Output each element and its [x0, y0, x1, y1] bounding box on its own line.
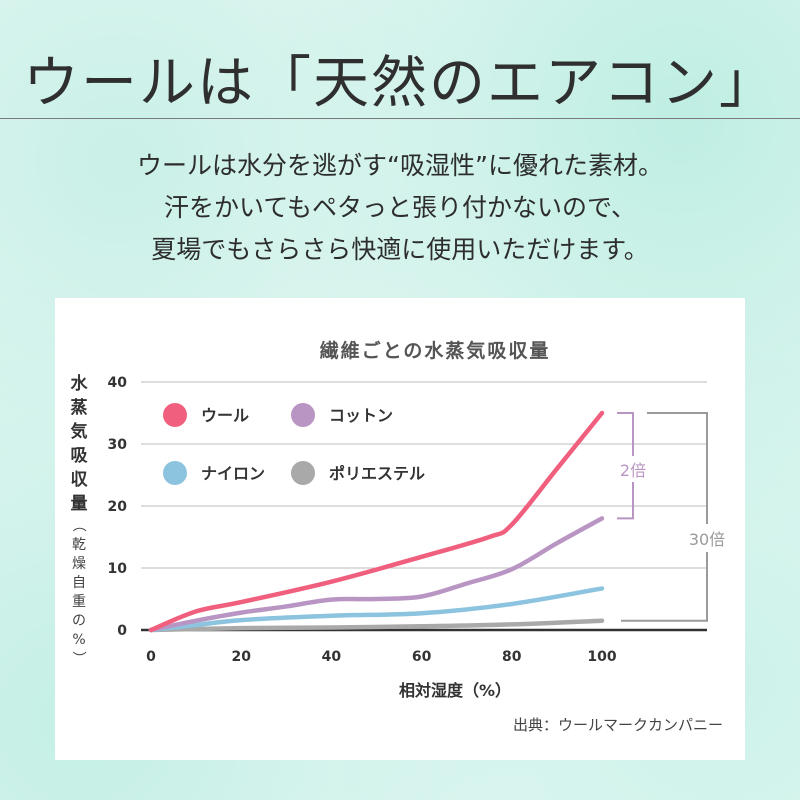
x-axis-label: 相対湿度（%）: [399, 681, 511, 700]
y-axis-label-char: 吸: [71, 446, 89, 466]
y-tick-label: 0: [117, 623, 127, 639]
intro-line-2: 汗をかいてもペタっと張り付かないので、: [163, 193, 636, 222]
series-line-1: [148, 516, 605, 633]
bracket-2x-gap: [600, 456, 666, 482]
y-axis-sublabel-char: 乾: [72, 537, 86, 553]
series-line-2: [148, 586, 605, 633]
source-credit: 出典：ウールマークカンパニー: [513, 716, 723, 734]
x-tick-label: 80: [502, 649, 522, 665]
y-axis-sublabel-char: %: [72, 632, 85, 648]
intro-line-3: 夏場でもさらさら快適に使用いただけます。: [151, 235, 649, 264]
y-tick-label: 10: [108, 561, 128, 577]
y-tick-label: 40: [108, 375, 128, 391]
legend-label: ナイロン: [201, 464, 265, 483]
y-axis-sublabel-char: （: [70, 518, 86, 532]
page-headline: ウールは「天然のエアコン」: [23, 51, 777, 116]
annotation-30x: 30倍: [689, 530, 725, 549]
y-axis-sublabel-char: 自: [72, 575, 86, 591]
bracket-30x-gap: [675, 524, 739, 552]
x-tick-label: 60: [412, 649, 432, 665]
legend-swatch: [163, 403, 187, 427]
y-axis-sublabel-char: 重: [72, 594, 86, 610]
series-line-3: [148, 618, 605, 633]
intro-line-1: ウールは水分を逃がす“吸湿性”に優れた素材。: [137, 151, 663, 180]
y-axis-label-char: 収: [71, 470, 89, 490]
y-tick-label: 20: [108, 499, 128, 515]
legend-swatch: [291, 461, 315, 485]
y-axis-label-char: 量: [71, 493, 88, 514]
chart-title: 繊維ごとの水蒸気吸収量: [320, 339, 551, 362]
intro-text: ウールは水分を逃がす“吸湿性”に優れた素材。 汗をかいてもペタっと張り付かないの…: [0, 145, 800, 271]
annotation-2x: 2倍: [620, 461, 646, 480]
y-axis-sublabel-char: 燥: [72, 556, 86, 572]
series-line-0: [148, 410, 605, 633]
x-tick-label: 0: [146, 649, 156, 665]
legend-label: ウール: [201, 406, 249, 425]
legend-label: コットン: [329, 406, 393, 425]
x-tick-label: 100: [587, 649, 616, 665]
y-axis-sublabel-char: ）: [70, 651, 86, 665]
headline-divider: [0, 118, 800, 119]
chart-panel: 水蒸気吸収量 （ 乾燥自重の% ） 0 10 20 30 40 0 20 40 60 80 100 ウール…: [55, 298, 745, 760]
bracket-30x: [621, 412, 708, 622]
y-axis-label-char: 蒸: [71, 398, 88, 418]
y-tick-label: 30: [108, 437, 128, 453]
x-tick-label: 20: [231, 649, 251, 665]
y-axis-label-char: 気: [70, 421, 88, 442]
legend-swatch: [163, 461, 187, 485]
legend-swatch: [291, 403, 315, 427]
legend-label: ポリエステル: [329, 464, 425, 483]
y-axis-sublabel-char: の: [72, 613, 86, 629]
y-axis-label-char: 水: [71, 373, 89, 394]
x-tick-label: 40: [322, 649, 342, 665]
